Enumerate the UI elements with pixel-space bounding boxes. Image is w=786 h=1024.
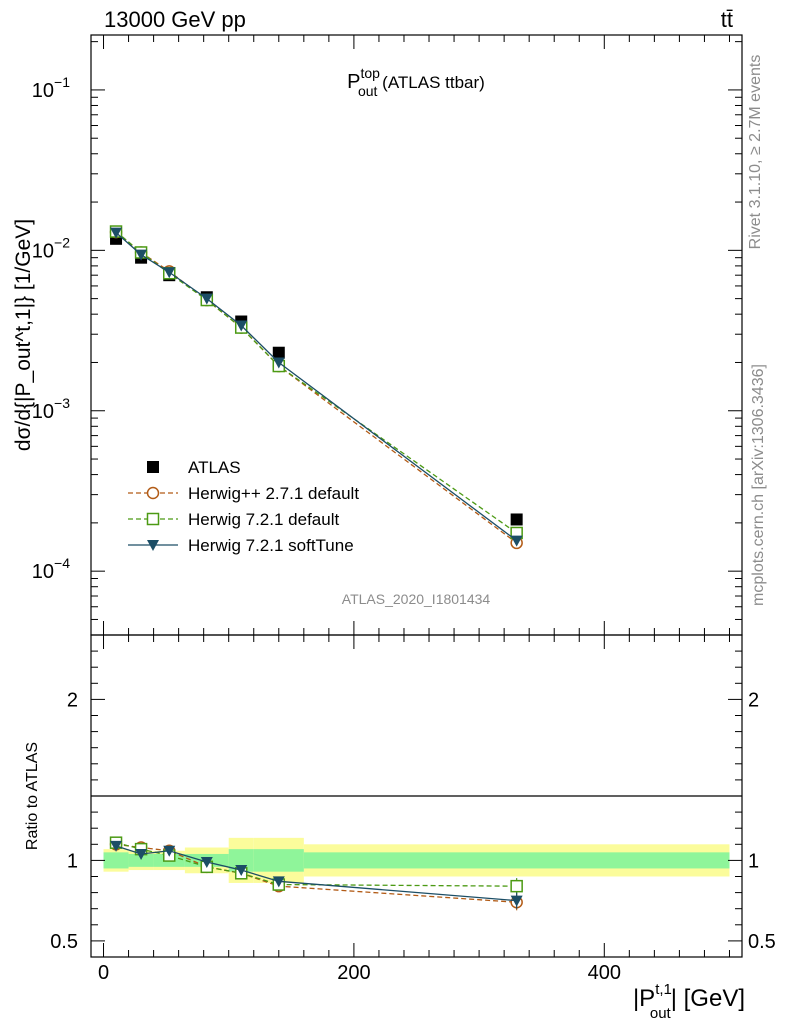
legend-label: Herwig++ 2.7.1 default [188,484,359,503]
ratio-ytick-label-left: 0.5 [50,931,78,953]
x-tick-label: 0 [98,962,109,984]
main-ytick-label: 10−3 [32,395,70,423]
main-ytick-label: 10−4 [32,555,70,583]
data-point [272,346,285,359]
legend-marker [147,461,159,473]
inner-uncertainty-band [103,852,129,869]
data-point [272,357,285,369]
analysis-watermark: ATLAS_2020_I1801434 [342,591,491,607]
legend: ATLAS Herwig++ 2.7.1 default Herwig 7.2.1 … [128,458,359,555]
ratio-data-point [510,895,523,907]
legend-label: Herwig 7.2.1 default [188,510,339,529]
plot-title: Ptop out (ATLAS ttbar) [347,65,485,99]
process-label: tt̄ [721,7,733,32]
inner-uncertainty-band [253,849,304,872]
ratio-ytick-label-left: 1 [67,850,78,872]
main-ytick-label: 10−2 [32,234,70,262]
ratio-data-point [235,865,248,877]
x-axis-label: |Pt,1 out| [GeV] [633,981,745,1022]
ratio-uncertainty-bands [103,837,730,883]
x-tick-label: 200 [337,962,370,984]
inner-uncertainty-band [228,849,254,872]
x-tick-label: 400 [588,962,621,984]
main-panel: 10−1 10−2 10−3 10−4 Ptop out (ATLAS ttbar) A… [12,34,743,636]
main-data-layer [109,225,523,550]
ratio-panel: 0.5 0.5 1 1 2 2 0 200 400 Ratio to ATLAS |Pt,1 ou… [24,634,776,1022]
ratio-y-label: Ratio to ATLAS [24,742,41,850]
legend-label: ATLAS [188,458,241,477]
ratio-data-point [110,840,123,852]
ratio-data-point [135,848,148,860]
legend-marker [146,512,160,526]
rivet-version-label: Rivet 3.1.10, ≥ 2.7M events [747,55,764,250]
data-point [200,293,213,305]
main-y-label-text: dσ/d{|P_out^t,1|} [1/GeV] [12,219,35,451]
main-ytick-label: 10−1 [32,74,70,102]
ratio-axes: 0.5 0.5 1 1 2 2 0 200 400 [50,634,776,984]
main-y-label: dσ/d{|P_out^t,1|} [1/GeV] [12,219,35,451]
ratio-ytick-label-right: 0.5 [748,931,776,953]
ratio-series-2 [110,840,523,909]
data-point [110,227,123,239]
data-point [135,249,148,261]
legend-marker [146,486,160,500]
ratio-data-point [510,879,523,893]
inner-uncertainty-band [128,853,154,867]
ratio-data-point [200,857,213,869]
legend-marker [147,540,159,551]
ratio-ytick-label-right: 1 [748,850,759,872]
legend-entry: Herwig++ 2.7.1 default [128,484,359,503]
mcplots-label: mcplots.cern.ch [arXiv:1306.3436] [750,364,767,606]
inner-uncertainty-band [303,852,730,869]
main-axes: 10−1 10−2 10−3 10−4 [32,35,742,636]
ratio-ytick-label-right: 2 [748,689,759,711]
ratio-data-layer [109,836,523,911]
data-point [235,320,248,332]
legend-entry: Herwig 7.2.1 default [128,510,339,529]
legend-entry: Herwig 7.2.1 softTune [128,536,354,555]
series-3 [110,227,523,547]
legend-entry: ATLAS [147,458,241,477]
ratio-data-point [272,876,285,888]
data-point [510,535,523,547]
ratio-data-point [163,845,176,857]
collision-energy-label: 13000 GeV pp [104,7,246,32]
legend-label: Herwig 7.2.1 softTune [188,536,354,555]
ratio-ytick-label-left: 2 [67,689,78,711]
data-point [510,513,523,526]
data-point [163,267,176,279]
